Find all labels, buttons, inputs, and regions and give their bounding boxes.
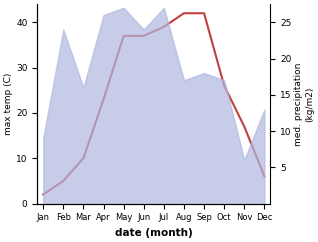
Y-axis label: max temp (C): max temp (C)	[4, 73, 13, 135]
Y-axis label: med. precipitation
(kg/m2): med. precipitation (kg/m2)	[294, 62, 314, 145]
X-axis label: date (month): date (month)	[115, 228, 193, 238]
